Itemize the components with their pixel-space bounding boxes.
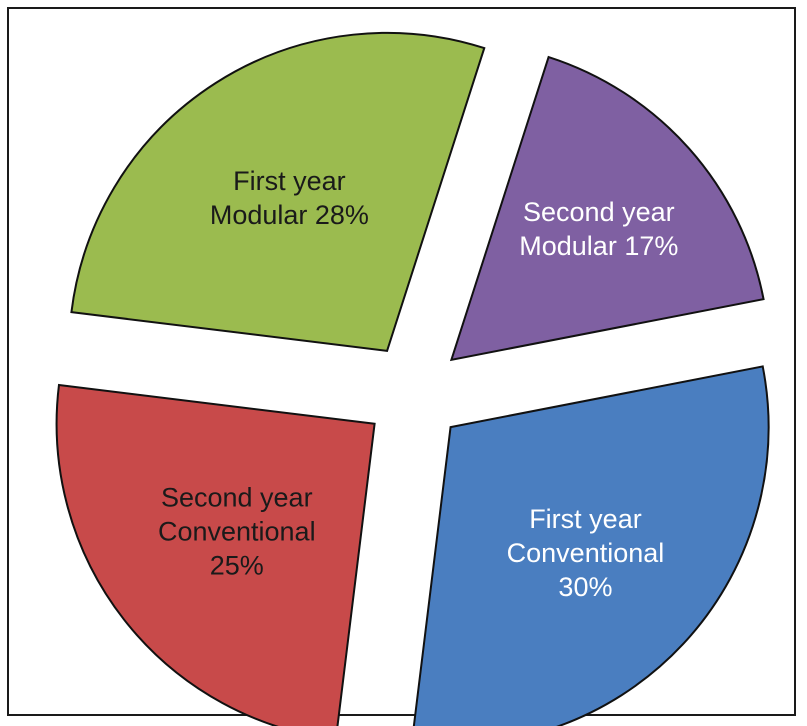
pie-slice-label-line: 30% (558, 572, 612, 602)
pie-slice-label-0: First year Conventional 30% (507, 504, 665, 602)
pie-slice-label-2: First year Modular 28% (210, 166, 369, 230)
pie-slice-label-line: First year (529, 504, 642, 534)
pie-slice-1 (55, 383, 376, 726)
pie-slice-label-line: Second year (523, 197, 675, 227)
pie-slice-label-line: First year (233, 166, 346, 196)
pie-slice-label-line: Second year (161, 482, 313, 512)
pie-slice-label-line: Conventional (507, 538, 665, 568)
pie-slice-2 (70, 31, 486, 352)
pie-slice-0 (412, 365, 770, 726)
pie-slice-label-line: Modular 17% (519, 231, 678, 261)
pie-slice-label-line: Conventional (158, 516, 316, 546)
pie-slice-label-line: 25% (210, 550, 264, 580)
pie-slice-label-line: Modular 28% (210, 200, 369, 230)
pie-slice-3 (449, 55, 765, 362)
pie-slice-label-3: Second year Modular 17% (519, 197, 678, 261)
pie-slice-label-1: Second year Conventional 25% (158, 482, 316, 580)
